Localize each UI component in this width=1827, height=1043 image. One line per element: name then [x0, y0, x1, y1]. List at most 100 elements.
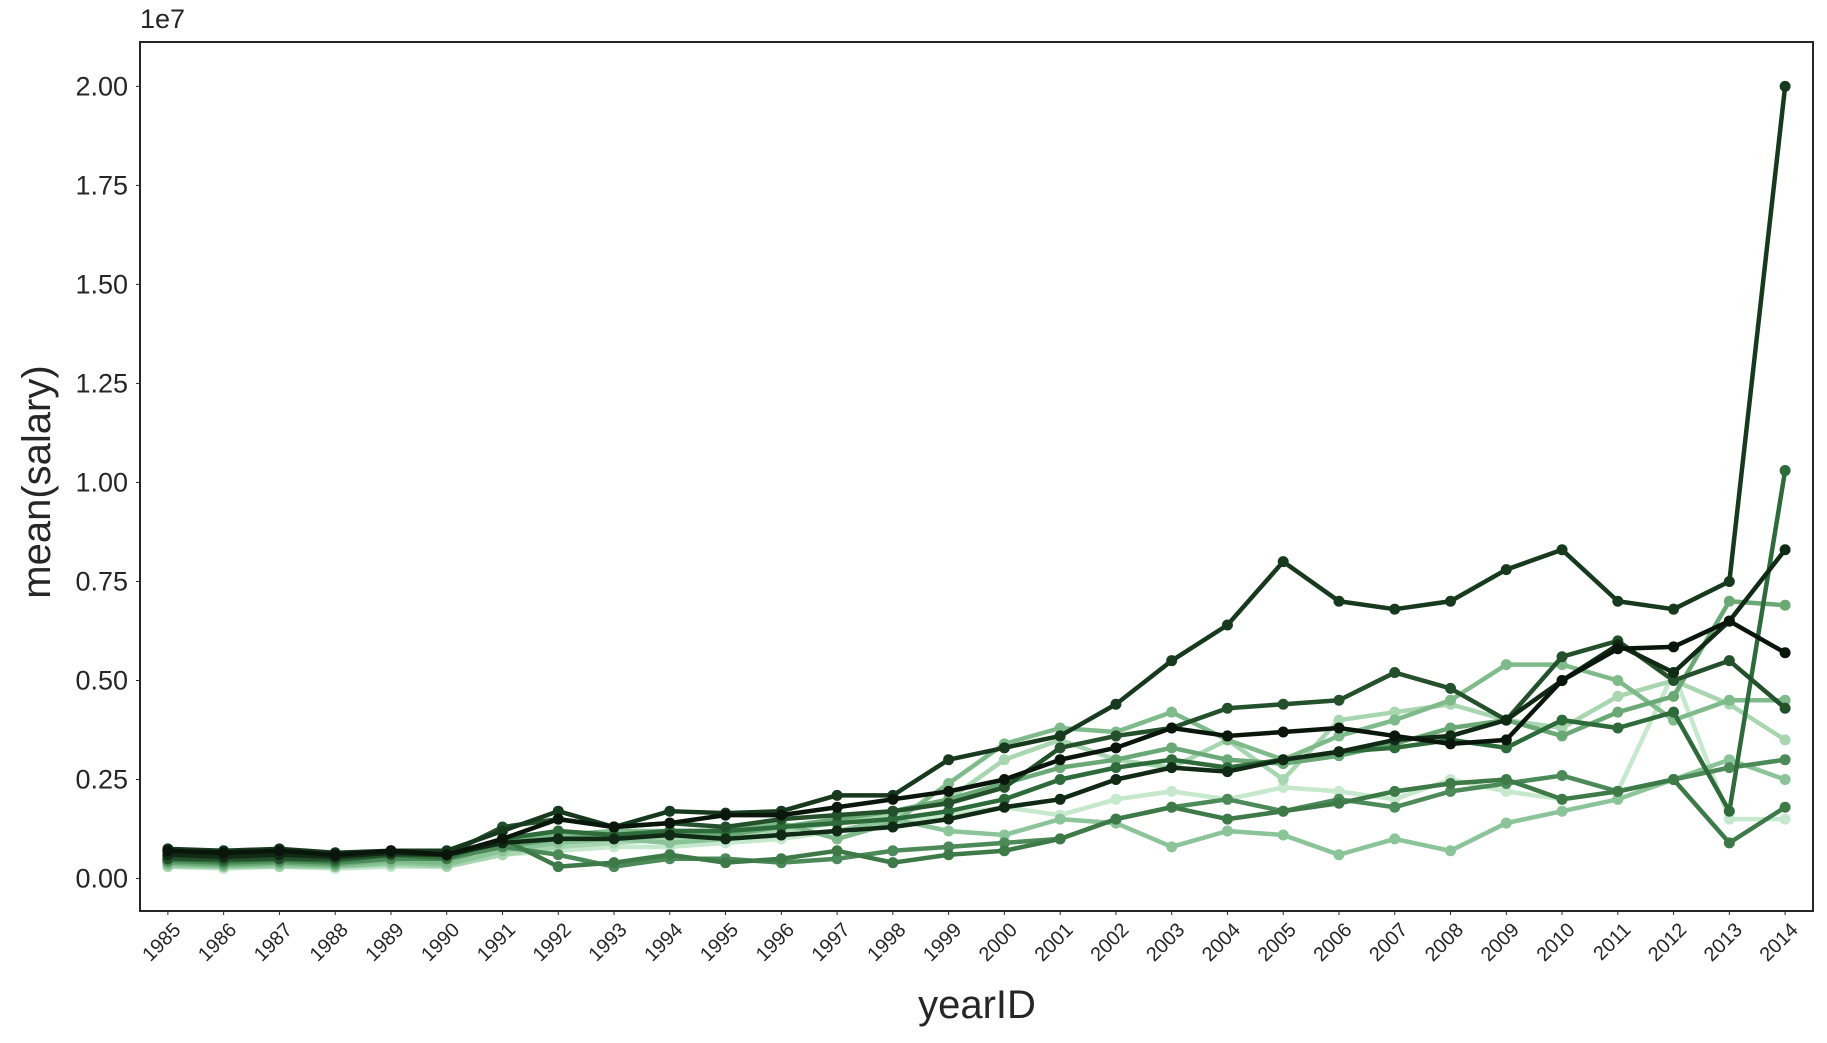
point: [1333, 785, 1345, 797]
point: [1333, 746, 1345, 758]
point: [1500, 564, 1512, 576]
point: [664, 849, 676, 861]
point: [329, 849, 341, 861]
point: [831, 833, 843, 845]
point: [831, 789, 843, 801]
point: [1556, 770, 1568, 782]
point: [1389, 742, 1401, 754]
point: [1556, 793, 1568, 805]
point: [1612, 706, 1624, 718]
point: [1166, 754, 1178, 766]
point: [1612, 690, 1624, 702]
point: [943, 825, 955, 837]
point: [1723, 575, 1735, 587]
point: [1110, 754, 1122, 766]
point: [887, 805, 899, 817]
point: [1779, 465, 1791, 477]
point: [1166, 762, 1178, 774]
point: [1389, 706, 1401, 718]
series-line: [167, 86, 1788, 856]
point: [831, 809, 843, 821]
point: [998, 801, 1010, 813]
x-tick-label: 1994: [640, 919, 687, 966]
point: [1612, 643, 1624, 655]
point: [720, 809, 732, 821]
x-tick-label: 2004: [1198, 919, 1245, 966]
x-tick-label: 1995: [696, 919, 743, 966]
point: [1277, 829, 1289, 841]
point: [1054, 813, 1066, 825]
point: [1668, 674, 1680, 686]
point: [1333, 722, 1345, 734]
y-tick-label: 1.50: [75, 269, 128, 299]
point: [1779, 774, 1791, 786]
x-tick-label: 1996: [752, 919, 799, 966]
point: [162, 845, 174, 857]
point: [1723, 655, 1735, 667]
point: [1333, 694, 1345, 706]
point: [1054, 754, 1066, 766]
point: [887, 821, 899, 833]
x-tick-label: 2009: [1477, 919, 1524, 966]
point: [1612, 674, 1624, 686]
point: [1500, 785, 1512, 797]
point: [1054, 722, 1066, 734]
series-line: [167, 662, 1786, 867]
point: [1779, 647, 1791, 659]
point: [1054, 774, 1066, 786]
point: [1668, 774, 1680, 786]
point: [496, 833, 508, 845]
y-axis-label: mean(salary): [15, 365, 59, 598]
point: [552, 849, 564, 861]
point: [1500, 659, 1512, 671]
point: [1166, 655, 1178, 667]
point: [218, 847, 230, 859]
series: [162, 615, 1791, 861]
point: [664, 817, 676, 829]
point: [552, 833, 564, 845]
point: [775, 829, 787, 841]
point: [1779, 813, 1791, 825]
point: [1723, 762, 1735, 774]
point: [998, 837, 1010, 849]
point: [998, 754, 1010, 766]
y-tick-label: 1.00: [75, 467, 128, 497]
point: [1445, 785, 1457, 797]
point: [1277, 726, 1289, 738]
point: [1612, 785, 1624, 797]
point: [887, 845, 899, 857]
point: [1556, 730, 1568, 742]
point: [1054, 730, 1066, 742]
series-line: [167, 618, 1787, 858]
point: [1110, 730, 1122, 742]
point: [1110, 742, 1122, 754]
point: [1054, 833, 1066, 845]
point: [552, 825, 564, 837]
x-tick-label: 2011: [1589, 919, 1635, 965]
point: [1668, 641, 1680, 653]
point: [1389, 603, 1401, 615]
point: [1221, 813, 1233, 825]
point: [1166, 785, 1178, 797]
point: [887, 793, 899, 805]
point: [1612, 793, 1624, 805]
point: [552, 813, 564, 825]
point: [831, 845, 843, 857]
point: [1445, 694, 1457, 706]
x-tick-label: 2010: [1533, 919, 1580, 966]
point: [441, 849, 453, 861]
point: [1668, 706, 1680, 718]
point: [1556, 651, 1568, 663]
point: [775, 821, 787, 833]
point: [1110, 698, 1122, 710]
point: [1221, 702, 1233, 714]
point: [1389, 667, 1401, 679]
point: [998, 774, 1010, 786]
offset-label: 1e7: [140, 4, 185, 34]
point: [1779, 544, 1791, 556]
x-tick-label: 2001: [1031, 919, 1078, 966]
point: [1445, 682, 1457, 694]
point: [1110, 774, 1122, 786]
point: [943, 813, 955, 825]
point: [1779, 801, 1791, 813]
